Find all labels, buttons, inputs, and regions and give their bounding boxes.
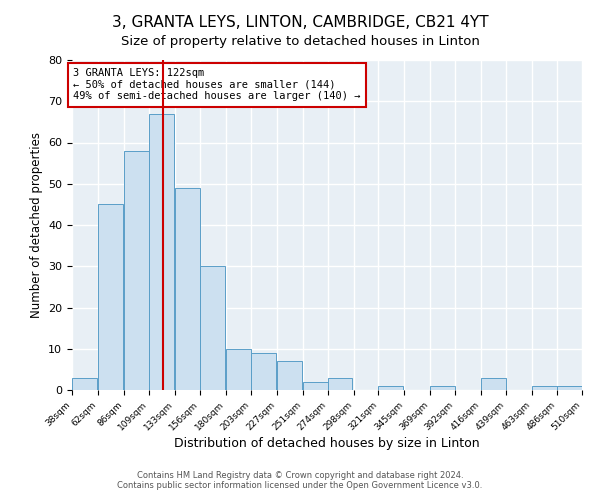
Bar [98,204,123,390]
Bar [557,386,582,390]
Bar [481,378,506,390]
Bar [149,114,174,390]
Bar [277,361,302,390]
Bar [124,151,149,390]
Bar [302,382,328,390]
Bar [226,349,251,390]
Bar [430,386,455,390]
Bar [251,353,275,390]
Bar [175,188,200,390]
Bar [532,386,557,390]
Bar [72,378,97,390]
Bar [328,378,352,390]
Text: 3, GRANTA LEYS, LINTON, CAMBRIDGE, CB21 4YT: 3, GRANTA LEYS, LINTON, CAMBRIDGE, CB21 … [112,15,488,30]
X-axis label: Distribution of detached houses by size in Linton: Distribution of detached houses by size … [174,438,480,450]
Text: Contains HM Land Registry data © Crown copyright and database right 2024.
Contai: Contains HM Land Registry data © Crown c… [118,470,482,490]
Text: 3 GRANTA LEYS: 122sqm
← 50% of detached houses are smaller (144)
49% of semi-det: 3 GRANTA LEYS: 122sqm ← 50% of detached … [73,68,361,102]
Bar [200,266,224,390]
Text: Size of property relative to detached houses in Linton: Size of property relative to detached ho… [121,35,479,48]
Bar [379,386,403,390]
Y-axis label: Number of detached properties: Number of detached properties [29,132,43,318]
